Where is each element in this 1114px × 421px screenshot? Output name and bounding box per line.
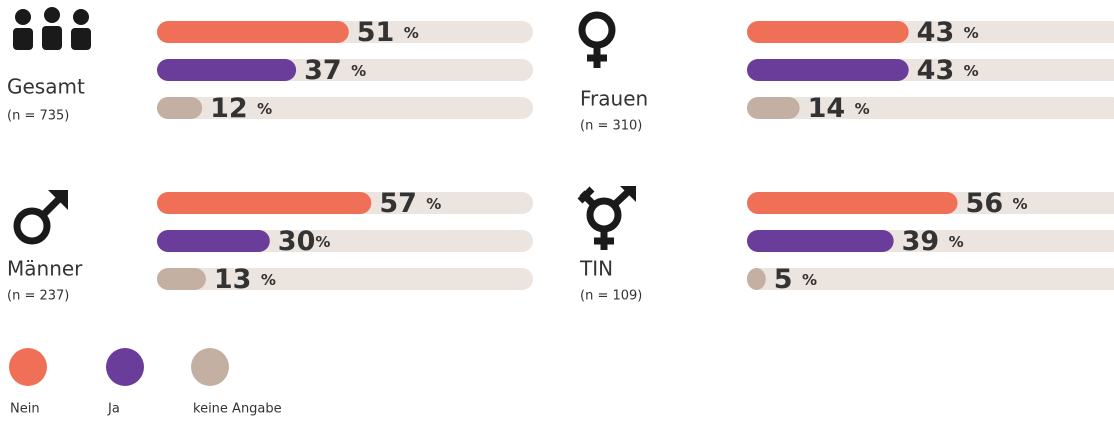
bar-track: [157, 268, 533, 290]
legend-swatch: [191, 348, 229, 386]
value-label: 5 %: [774, 264, 817, 295]
value-label: 57 %: [379, 188, 441, 219]
legend-label: Nein: [10, 402, 40, 417]
bar: [157, 192, 372, 214]
bar: [747, 230, 894, 252]
people-icon: [13, 7, 91, 50]
value-label: 43 %: [917, 55, 979, 86]
panel-title: Frauen: [580, 87, 648, 111]
value-label: 14 %: [808, 93, 870, 124]
bar-track: [747, 268, 1114, 290]
value-label: 13 %: [214, 264, 276, 295]
male-icon: [13, 190, 68, 245]
bar: [157, 230, 270, 252]
bar: [747, 192, 958, 214]
value-label: 12 %: [210, 93, 272, 124]
value-label: 43 %: [917, 17, 979, 48]
legend-swatch: [9, 348, 47, 386]
bar: [747, 97, 800, 119]
panel-title: Männer: [7, 257, 83, 281]
value-label: 39 %: [902, 226, 964, 257]
panel-subtitle: (n = 735): [7, 109, 69, 124]
value-label: 37 %: [304, 55, 366, 86]
bar: [157, 97, 203, 119]
panel-subtitle: (n = 310): [580, 119, 642, 134]
trans-icon: [577, 186, 636, 250]
bar-track: [157, 97, 533, 119]
bar: [157, 59, 297, 81]
value-label: 30%: [278, 226, 331, 257]
bar: [747, 59, 909, 81]
bar-track: [747, 97, 1114, 119]
legend-swatch: [106, 348, 144, 386]
value-label: 51 %: [357, 17, 419, 48]
panel-subtitle: (n = 237): [7, 289, 69, 304]
bar: [747, 268, 766, 290]
bar: [747, 21, 909, 43]
panel-subtitle: (n = 109): [580, 289, 642, 304]
panel-title: TIN: [579, 257, 613, 281]
panel-title: Gesamt: [7, 75, 85, 99]
legend-label: Ja: [107, 402, 120, 417]
legend-label: keine Angabe: [193, 402, 282, 417]
value-label: 56 %: [966, 188, 1028, 219]
bar: [157, 21, 349, 43]
female-icon: [578, 11, 616, 68]
bar: [157, 268, 206, 290]
